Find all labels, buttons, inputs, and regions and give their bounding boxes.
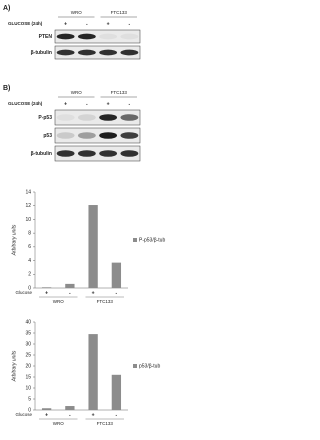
lane-sign: - [86,21,88,27]
group-label: WRO [53,421,64,426]
lane-sign: + [64,21,67,27]
y-tick-label: 10 [25,217,31,223]
x-tick-label: + [92,412,95,418]
group-label: FTC133 [97,299,114,304]
blot-band [77,150,96,157]
x-tick-label: - [116,412,118,418]
bar [111,262,122,288]
y-tick-label: 0 [28,285,31,291]
blot-label: PTEN [39,34,53,40]
group-label: WRO [71,10,82,15]
blot-band [77,132,96,139]
group-label: WRO [71,90,82,95]
y-axis-label: Arbitrary units [11,224,17,256]
bar [41,408,52,410]
y-tick-label: 5 [28,396,31,402]
lane-sign: + [64,101,67,107]
blot-frame [54,127,141,144]
y-tick-label: 25 [25,352,31,358]
panel-label: B) [3,85,10,92]
condition-label: GLUCOSE (24h) [8,21,43,26]
blot-band [99,132,118,139]
group-label: FTC133 [111,10,128,15]
bar [41,287,52,288]
legend-label: p53/β-tub [139,363,160,369]
figure: A)GLUCOSE (24h)WRO FTC133+ - + -PTENβ-tubuli… [0,0,200,440]
y-tick-label: 12 [25,203,31,209]
lane-sign: - [129,101,131,107]
blot-band [77,114,96,121]
blot-band [56,150,75,157]
blot-frame [54,45,141,60]
legend-swatch [133,364,137,368]
blot-band [99,49,118,56]
blot-band [120,33,139,40]
blot-band [99,33,118,40]
y-tick-label: 2 [28,272,31,278]
bar [65,406,75,410]
y-tick-label: 4 [28,258,31,264]
blot-band [120,150,139,157]
blot-band [99,114,118,121]
blot-band [120,132,139,139]
y-tick-label: 15 [25,374,31,380]
blot-frame [54,29,141,44]
blot-frame [54,109,141,126]
background [0,0,200,440]
x-tick-label: + [45,290,48,296]
blot-band [120,114,139,121]
blot-band [56,132,75,139]
lane-sign: + [107,21,110,27]
y-tick-label: 8 [28,230,31,236]
x-tick-label: - [116,290,118,296]
y-tick-label: 20 [25,363,31,369]
blot-band [120,49,139,56]
x-tick-label: - [69,290,71,296]
legend-label: P-p53/β-tub [139,237,165,243]
panel-label: A) [3,5,10,12]
y-tick-label: 14 [25,189,31,195]
legend-swatch [133,238,137,242]
y-tick-label: 10 [25,385,31,391]
bar [111,374,122,410]
blot-band [56,33,75,40]
x-axis-label: Glucose [15,412,32,417]
y-tick-label: 30 [25,341,31,347]
x-tick-label: - [69,412,71,418]
blot-band [77,49,96,56]
blot-band [77,33,96,40]
bar [88,334,98,410]
y-tick-label: 0 [28,407,31,413]
condition-label: GLUCOSE (24h) [8,101,43,106]
y-tick-label: 40 [25,319,31,325]
y-tick-label: 35 [25,330,31,336]
x-tick-label: + [92,290,95,296]
lane-sign: - [129,21,131,27]
blot-label: β-tubulin [31,50,52,56]
blot-band [56,49,75,56]
y-tick-label: 6 [28,244,31,250]
blot-label: P-p53 [38,115,52,121]
x-tick-label: + [45,412,48,418]
group-label: WRO [53,299,64,304]
blot-frame [54,145,141,162]
x-axis-label: Glucose [15,290,32,295]
group-label: FTC133 [111,90,128,95]
y-axis-label: Arbitrary units [11,350,17,382]
lane-sign: + [107,101,110,107]
lane-sign: - [86,101,88,107]
blot-label: β-tubulin [31,151,52,157]
bar [88,205,98,288]
bar [65,283,75,288]
blot-band [99,150,118,157]
blot-band [56,114,75,121]
blot-label: p53 [43,133,52,139]
group-label: FTC133 [97,421,114,426]
